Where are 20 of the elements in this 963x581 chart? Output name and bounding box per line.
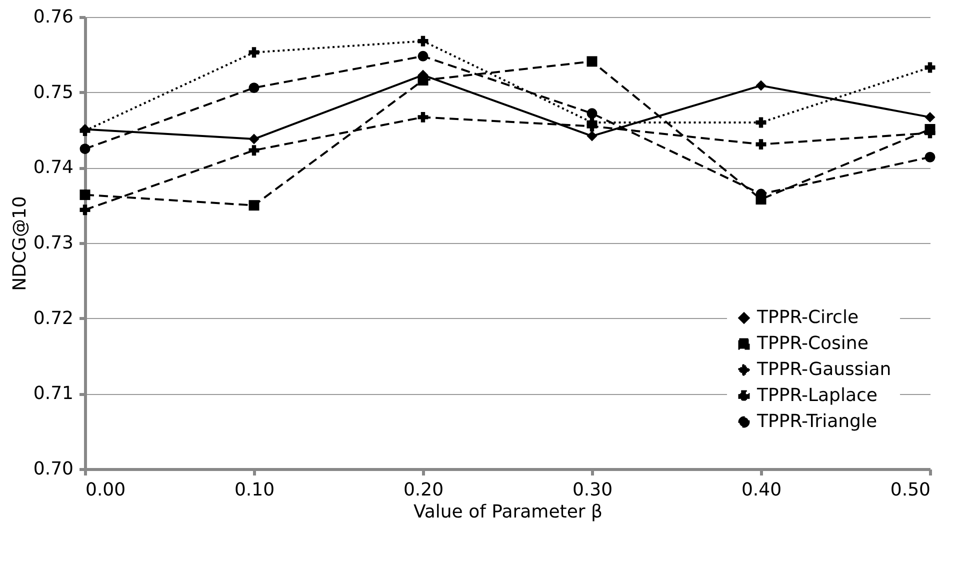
- y-tick-label: 0.70: [33, 458, 74, 480]
- legend-label: TPPR-Gaussian: [756, 359, 892, 380]
- y-tick-label: 0.73: [33, 232, 74, 254]
- y-tick-label: 0.71: [33, 383, 74, 404]
- y-tick-label: 0.75: [33, 82, 74, 103]
- legend-label: TPPR-Triangle: [756, 411, 878, 432]
- x-tick-label: 0.20: [403, 480, 444, 500]
- legend-label: TPPR-Circle: [756, 307, 859, 328]
- x-tick-label: 0.50: [890, 480, 930, 500]
- y-tick-label: 0.74: [33, 157, 74, 178]
- legend-label: TPPR-Laplace: [756, 385, 878, 406]
- legend-label: TPPR-Cosine: [756, 333, 868, 354]
- y-tick-label: 0.76: [33, 6, 74, 28]
- y-tick-label: 0.72: [33, 308, 74, 329]
- x-tick-label: 0.00: [86, 480, 126, 500]
- x-tick-label: 0.30: [572, 480, 613, 500]
- x-tick-label: 0.40: [741, 480, 782, 500]
- x-axis-title: Value of Parameter β: [413, 502, 603, 522]
- y-axis-title: NDCG@10: [9, 196, 30, 291]
- x-tick-label: 0.10: [234, 480, 275, 500]
